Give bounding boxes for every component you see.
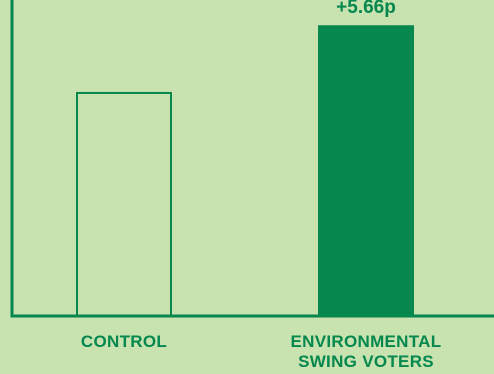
x-tick-label-1: ENVIRONMENTAL SWING VOTERS: [291, 332, 442, 371]
x-tick-label-0: CONTROL: [81, 332, 167, 351]
bar-1: [318, 25, 414, 316]
x-tick-label-line: ENVIRONMENTAL: [291, 332, 442, 351]
data-label-1: +5.66p: [336, 0, 396, 18]
x-tick-label-line: SWING VOTERS: [298, 352, 434, 371]
x-tick-label-line: CONTROL: [81, 332, 167, 351]
bar-0: [76, 91, 172, 317]
